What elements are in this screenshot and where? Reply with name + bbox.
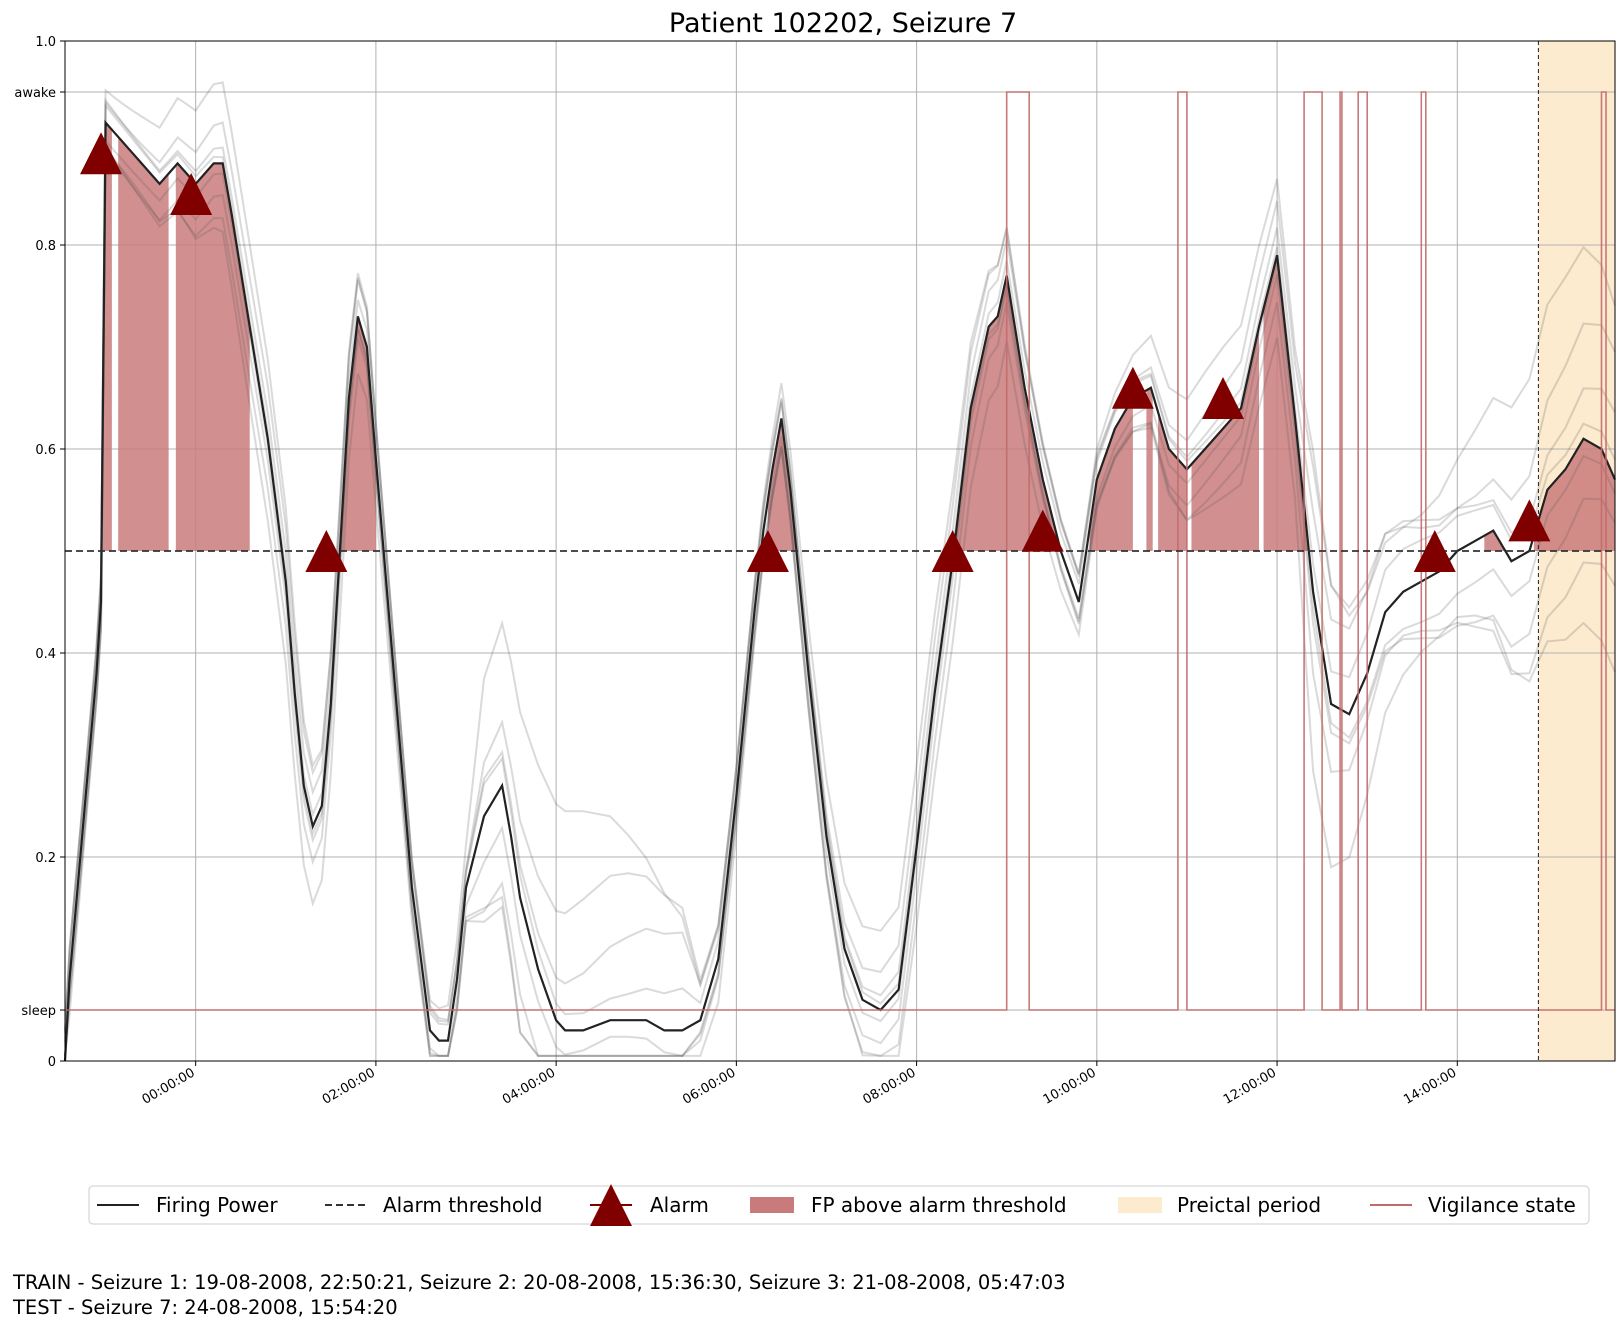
x-tick-label: 14:00:00	[1401, 1065, 1459, 1107]
legend-swatch-preictal	[1118, 1197, 1162, 1213]
x-tick-label: 00:00:00	[140, 1065, 198, 1107]
plot-area	[63, 41, 1617, 1062]
legend-box	[88, 1185, 1590, 1225]
y-tick-label: sleep	[21, 1004, 56, 1019]
fp-above-threshold-area	[1263, 258, 1318, 551]
alarm-marker	[1111, 366, 1154, 409]
x-tick-label: 12:00:00	[1221, 1065, 1279, 1107]
legend-label: FP above alarm threshold	[811, 1193, 1067, 1217]
firing-power-ensemble-trace	[64, 147, 1616, 1057]
legend-swatch-alarm	[590, 1184, 632, 1226]
chart-title: Patient 102202, Seizure 7	[669, 8, 1017, 39]
y-tick-label: 0.8	[35, 239, 56, 254]
y-tick-label: 0.2	[35, 851, 56, 866]
legend-label: Vigilance state	[1428, 1193, 1576, 1217]
legend-swatch-fp-fill	[750, 1197, 794, 1213]
footer-test-seizure: TEST - Seizure 7: 24-08-2008, 15:54:20	[13, 1296, 398, 1319]
legend-label: Preictal period	[1177, 1193, 1321, 1217]
legend-label: Firing Power	[156, 1193, 278, 1217]
fp-above-threshold-area	[1158, 412, 1187, 551]
fp-above-threshold-area	[767, 418, 795, 551]
y-tick-label: awake	[14, 86, 56, 101]
y-tick-label: 0	[48, 1055, 56, 1070]
fp-above-threshold-area	[1533, 439, 1615, 551]
x-tick-label: 10:00:00	[1041, 1065, 1099, 1107]
alarm-marker	[305, 530, 348, 572]
alarm-marker	[1201, 377, 1244, 419]
alarm-marker	[1413, 530, 1456, 572]
firing-power-ensemble-trace	[64, 144, 1616, 1057]
alarm-marker	[80, 132, 123, 175]
footer-train-seizures: TRAIN - Seizure 1: 19-08-2008, 22:50:21,…	[13, 1271, 1066, 1294]
y-tick-label: 0.6	[35, 443, 56, 458]
fp-above-threshold-area	[1484, 530, 1521, 551]
firing-power-line	[63, 119, 1617, 1062]
alarm-marker	[1021, 509, 1064, 552]
firing-power-ensemble-trace	[64, 99, 1616, 1032]
x-tick-label: 06:00:00	[680, 1065, 738, 1107]
fp-above-threshold-area	[1089, 398, 1133, 551]
y-tick-label: 0.4	[35, 647, 56, 662]
vigilance-state-line	[65, 91, 1615, 1011]
plot-frame	[64, 40, 1616, 1062]
fp-above-threshold-area	[1191, 326, 1260, 551]
alarm-marker	[1508, 499, 1551, 542]
firing-power-ensemble-trace	[64, 147, 1616, 1057]
alarm-marker	[746, 530, 789, 572]
firing-power-ensemble-trace	[64, 97, 1616, 1030]
x-tick-label: 02:00:00	[320, 1065, 378, 1107]
x-tick-label: 08:00:00	[861, 1065, 919, 1107]
legend-label: Alarm threshold	[383, 1193, 542, 1217]
legend-label: Alarm	[650, 1193, 709, 1217]
fp-above-threshold-area	[175, 163, 250, 551]
y-tick-label: 1.0	[35, 35, 56, 50]
legend: Firing Power Alarm threshold Alarm FP above…	[88, 1184, 1590, 1226]
fp-above-threshold-area	[118, 136, 169, 551]
fp-above-threshold-area	[326, 317, 376, 551]
x-tick-label: 04:00:00	[500, 1065, 558, 1107]
firing-power-ensemble-trace	[64, 81, 1616, 1034]
fp-above-threshold-area	[1146, 387, 1153, 551]
alarm-marker	[931, 530, 974, 572]
alarm-marker	[170, 173, 213, 215]
